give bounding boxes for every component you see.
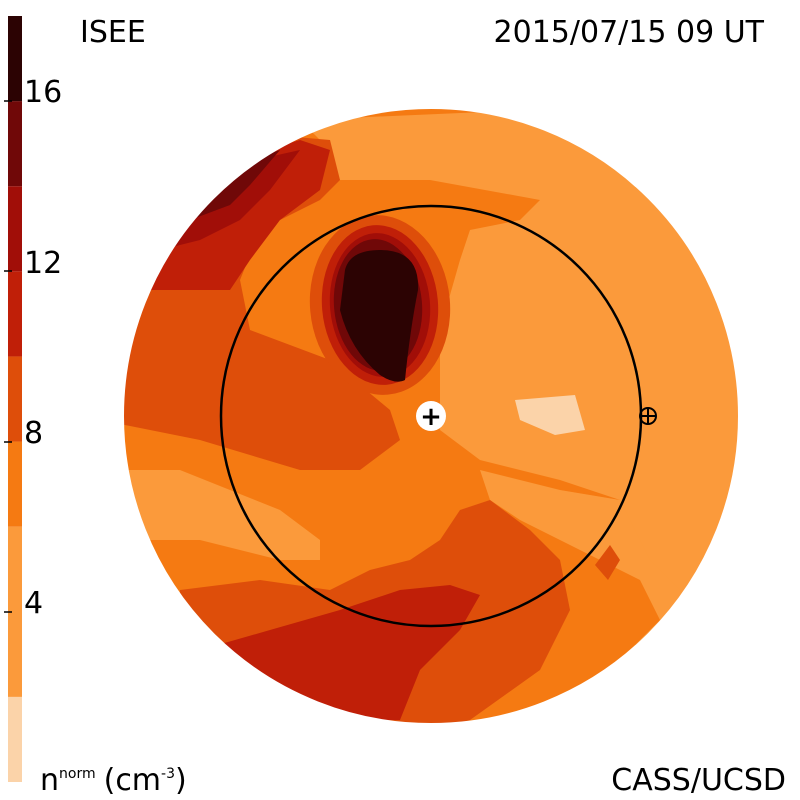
dense-core [340,250,419,382]
instrument-title: ISEE [80,15,146,50]
small-patch-south [595,545,620,580]
sun-marker-symbol: + [420,402,442,432]
timestamp-title: 2015/07/15 09 UT [494,15,765,50]
credit-label: CASS/UCSD [611,763,786,798]
units-label: nnorm (cm-3) [40,763,187,798]
light-band-west [123,470,320,560]
colorbar-band-3 [8,356,22,442]
colorbar-tick-label-8: 8 [24,416,43,451]
colorbar-band-4 [8,271,22,357]
density-disk-outline [122,107,740,725]
sun-marker: + [416,401,446,432]
colorbar-tick-label-4: 4 [24,586,43,621]
sun-marker-disk [416,401,446,431]
colorbar-tick-label-16: 16 [24,75,62,110]
colorbar-band-5 [8,186,22,272]
colorbar-band-1 [8,526,22,697]
earth-marker [639,407,657,425]
colorbar-band-6 [8,101,22,187]
colorbar-ticks: 16 12 8 4 [4,75,62,621]
colorbar-band-0 [8,696,22,782]
colorbar-band-7 [8,16,22,102]
light-region-east [300,108,739,724]
colorbar [8,16,22,782]
colorbar-tick-label-12: 12 [24,246,62,281]
colorbar-band-2 [8,441,22,527]
light-patch-east [515,395,585,435]
